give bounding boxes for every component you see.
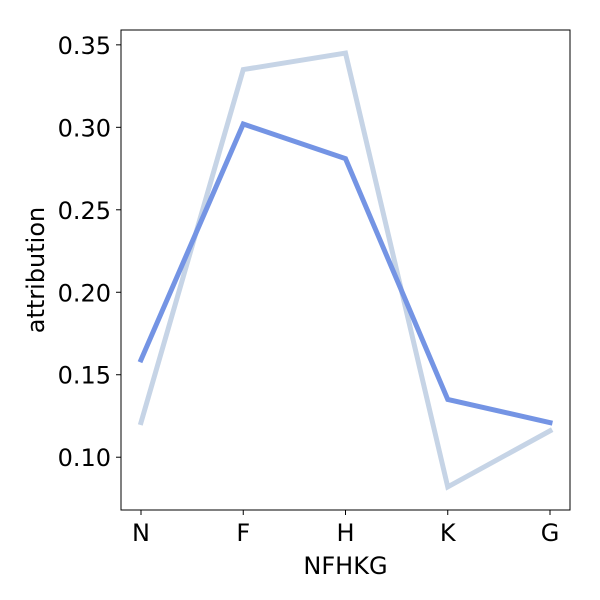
y-tick-label: 0.10: [58, 444, 111, 472]
plot-frame: [120, 29, 571, 511]
y-tick-label: 0.30: [58, 114, 111, 142]
series-line-2: [137, 120, 553, 426]
y-axis-label: attribution: [22, 207, 50, 333]
x-tick-label: K: [440, 519, 457, 547]
x-tick-label: F: [236, 519, 250, 547]
y-tick-label: 0.20: [58, 279, 111, 307]
x-tick-label: N: [132, 519, 150, 547]
x-tick-label: G: [541, 519, 560, 547]
series-layer: [137, 50, 554, 491]
y-tick-label: 0.35: [58, 32, 111, 60]
x-axis-label: NFHKG: [303, 552, 387, 580]
y-tick-label: 0.25: [58, 197, 111, 225]
y-tick-label: 0.15: [58, 362, 111, 390]
x-tick-label: H: [336, 519, 354, 547]
y-axis-ticks: 0.10 0.15 0.20 0.25 0.30 0.35: [58, 32, 121, 472]
series-line-1: [137, 50, 554, 491]
